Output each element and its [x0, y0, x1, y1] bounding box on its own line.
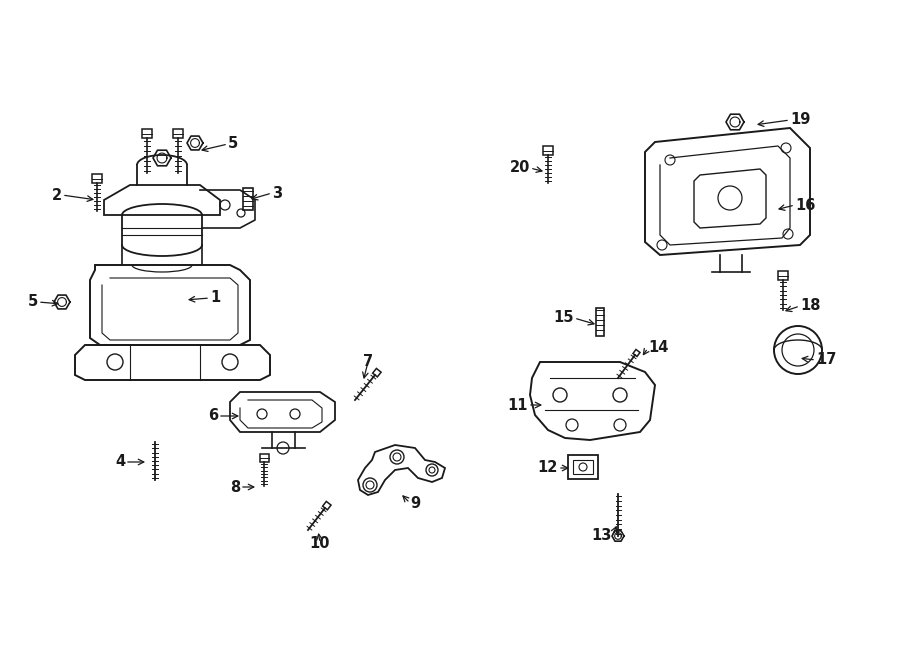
Text: 10: 10	[310, 536, 330, 551]
Text: 17: 17	[816, 352, 836, 367]
Text: 18: 18	[800, 299, 821, 314]
Text: 7: 7	[363, 354, 374, 369]
Bar	[778, 271, 788, 280]
Text: 1: 1	[210, 291, 220, 305]
Bar	[142, 129, 152, 138]
Text: 11: 11	[508, 397, 528, 412]
Bar	[573, 460, 593, 474]
Text: 20: 20	[509, 160, 530, 175]
Text: 19: 19	[790, 113, 810, 128]
Text: 16: 16	[795, 197, 815, 213]
Text: 14: 14	[648, 340, 669, 355]
Bar	[543, 146, 553, 155]
Bar	[243, 188, 253, 210]
Text: 8: 8	[230, 479, 240, 495]
Text: 3: 3	[272, 185, 282, 201]
Text: 5: 5	[228, 136, 238, 152]
Text: 9: 9	[410, 495, 420, 510]
Text: 13: 13	[591, 528, 612, 544]
Text: 5: 5	[28, 295, 38, 310]
Bar	[173, 129, 183, 138]
Text: 2: 2	[52, 187, 62, 203]
Bar	[596, 308, 604, 336]
Text: 4: 4	[115, 455, 125, 469]
Text: 15: 15	[554, 310, 574, 326]
Bar	[568, 455, 598, 479]
Text: 12: 12	[537, 461, 558, 475]
Text: 6: 6	[208, 408, 218, 424]
Bar	[259, 454, 268, 462]
Bar	[92, 174, 102, 183]
